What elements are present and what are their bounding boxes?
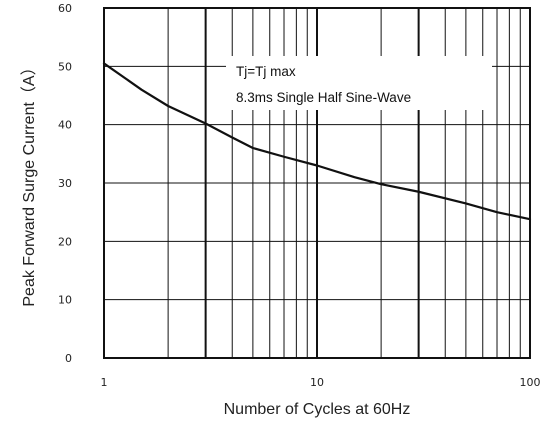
y-tick-label-4: 40 [58, 119, 72, 132]
x-tick-label-2: 100 [520, 376, 541, 389]
y-tick-label-3: 30 [58, 177, 72, 190]
y-tick-label-5: 50 [58, 60, 72, 73]
annotation-line-2: 8.3ms Single Half Sine-Wave [236, 90, 411, 105]
annotation-layer: Tj=Tj max 8.3ms Single Half Sine-Wave [226, 56, 492, 110]
y-tick-label-2: 20 [58, 235, 72, 248]
y-tick-label-6: 60 [58, 2, 72, 15]
annotation-box [226, 56, 492, 110]
x-tick-label-0: 1 [101, 376, 108, 389]
plot-frame [103, 7, 531, 359]
tick-labels: 1 10 100 0 10 20 30 40 50 60 [58, 2, 541, 389]
x-tick-label-1: 10 [310, 376, 324, 389]
marks-layer [102, 62, 532, 221]
y-axis-label: Peak Forward Surge Current（A） [20, 59, 38, 306]
annotation-line-1: Tj=Tj max [236, 64, 296, 79]
y-tick-label-1: 10 [58, 294, 72, 307]
axis-layer [103, 7, 531, 359]
x-axis-label: Number of Cycles at 60Hz [224, 401, 411, 418]
series-line-0 [102, 62, 532, 221]
y-tick-label-0: 0 [65, 352, 72, 365]
